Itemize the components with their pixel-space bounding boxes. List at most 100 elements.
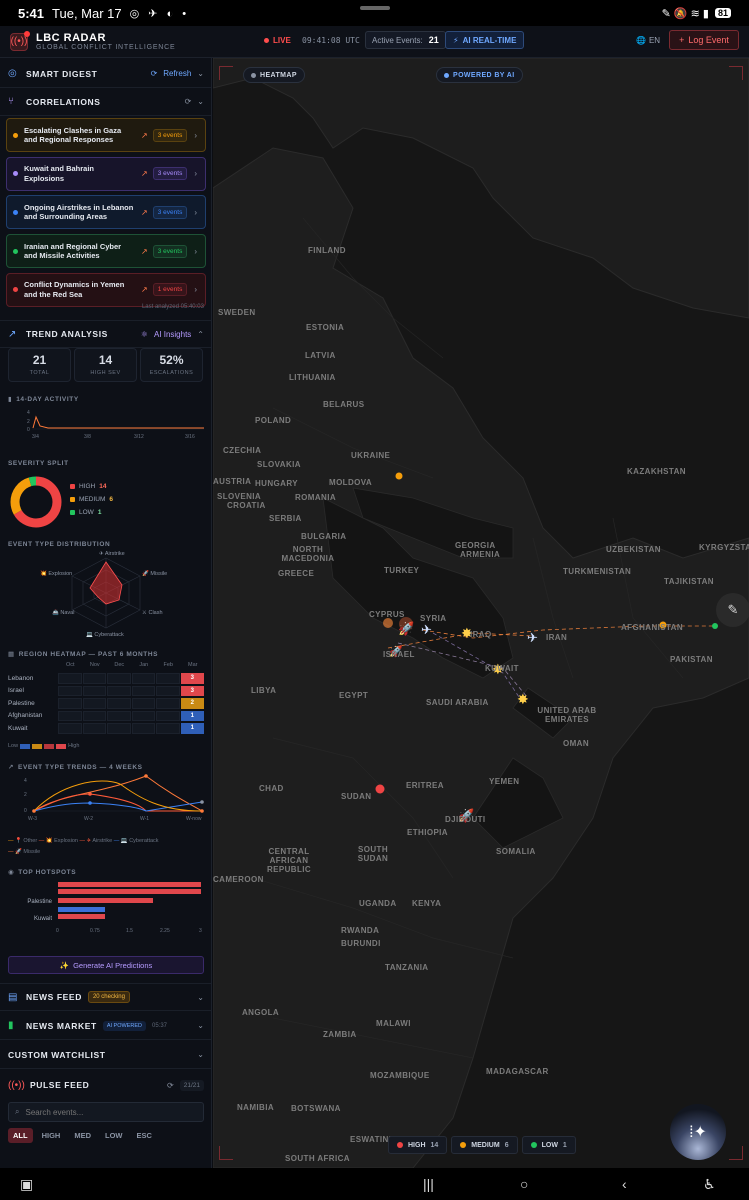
radar-label-explosion: 💥 Explosion <box>40 570 72 577</box>
accessibility-icon[interactable]: ♿ <box>703 1175 716 1192</box>
chevron-down-icon[interactable]: ⌄ <box>197 97 204 106</box>
trend-x-tick: W-now <box>186 816 202 822</box>
trend-up-icon: ↗ <box>141 130 148 140</box>
heatmap-dot-icon <box>251 72 256 78</box>
screen-cast-icon[interactable]: ▣ <box>20 1175 34 1192</box>
trend-analysis-title: TREND ANALYSIS <box>26 329 108 339</box>
trend-analysis-header[interactable]: ↗ TREND ANALYSIS ⚛ AI Insights ⌃ <box>0 320 211 348</box>
watchlist-title: CUSTOM WATCHLIST <box>8 1049 106 1060</box>
country-label: TANZANIA <box>385 963 429 972</box>
news-feed-header[interactable]: ▤ NEWS FEED 20 checking ⌄ <box>0 983 211 1011</box>
heatmap-month: Nov <box>89 662 100 668</box>
country-label: GREECE <box>278 569 315 578</box>
activity-y-tick: 2 <box>27 419 30 425</box>
event-type-label: EVENT TYPE DISTRIBUTION <box>8 541 111 548</box>
language-selector[interactable]: 🌐 EN <box>636 36 660 45</box>
filter-low[interactable]: LOW <box>105 1131 123 1140</box>
activity-label: ▮ 14-DAY ACTIVITY <box>8 395 79 404</box>
clock-time: 09:41:08 <box>302 36 341 45</box>
country-label: UZBEKISTAN <box>606 545 661 554</box>
trend-line-airstrike <box>33 801 203 812</box>
legend-swatch <box>70 510 75 515</box>
country-label: BELARUS <box>323 400 365 409</box>
chevron-up-icon[interactable]: ⌃ <box>197 329 204 339</box>
map-legend-high[interactable]: HIGH 14 <box>388 1136 448 1154</box>
correlation-title: Iranian and Regional Cyber and Missile A… <box>24 241 122 261</box>
market-bars-icon: ▮ <box>8 1020 14 1031</box>
filter-high[interactable]: HIGH <box>41 1131 61 1140</box>
event-trends-label: ↗ EVENT TYPE TRENDS — 4 WEEKS <box>8 763 143 772</box>
country-label: NORTH MACEDONIA <box>281 545 335 563</box>
correlation-card[interactable]: Escalating Clashes in Gaza and Regional … <box>6 118 206 152</box>
legend-swatch <box>70 484 75 489</box>
ai-realtime-button[interactable]: ⚡ AI REAL-TIME <box>445 31 525 49</box>
news-market-header[interactable]: ▮ NEWS MARKET AI POWERED 05:37 ⌄ <box>0 1012 211 1040</box>
log-event-button[interactable]: + Log Event <box>669 30 739 50</box>
chevron-down-icon[interactable]: ⌄ <box>197 69 204 78</box>
ai-assistant-button[interactable]: ⁞✦ <box>670 1104 726 1160</box>
heatmap-month: Dec <box>114 662 125 668</box>
correlation-count-badge: 3 events <box>152 128 188 142</box>
refresh-icon[interactable]: ⟳ <box>184 97 192 106</box>
chevron-down-icon[interactable]: ⌄ <box>197 1021 204 1030</box>
generate-predictions-button[interactable]: ✨ Generate AI Predictions <box>8 956 204 974</box>
country-label: SLOVAKIA <box>257 460 301 469</box>
event-marker-glow <box>399 617 413 631</box>
hotspots-title: TOP HOTSPOTS <box>18 868 77 876</box>
smart-digest-header[interactable]: ◎ SMART DIGEST ⟳ Refresh ⌄ <box>0 60 211 88</box>
chevron-down-icon[interactable]: ⌄ <box>197 992 204 1002</box>
ai-insights-button[interactable]: AI Insights <box>153 329 192 339</box>
country-label: LITHUANIA <box>289 373 336 382</box>
country-label: LATVIA <box>305 351 336 360</box>
correlation-path <box>432 632 524 704</box>
live-dot-icon <box>264 38 269 43</box>
language-label: EN <box>648 36 661 45</box>
country-label: IRAQ <box>470 630 492 639</box>
legend-label: Airstrike <box>92 838 113 844</box>
window-drag-handle[interactable] <box>360 6 390 10</box>
heatmap-cell <box>58 698 82 709</box>
hotspot-label: Kuwait <box>34 916 52 922</box>
chevron-right-icon: › <box>194 285 197 295</box>
filter-all[interactable]: ALL <box>8 1128 33 1143</box>
refresh-icon[interactable]: ⟳ <box>167 1080 174 1090</box>
hotspot-bar <box>58 889 201 894</box>
filter-esc[interactable]: ESC <box>136 1131 152 1140</box>
heatmap-toggle[interactable]: HEATMAP <box>243 67 305 83</box>
recent-apps-button[interactable]: ||| <box>423 1176 434 1192</box>
map-legend-low[interactable]: LOW 1 <box>521 1136 576 1154</box>
event-search-box[interactable]: ⌕ <box>8 1102 204 1122</box>
event-search-input[interactable] <box>25 1107 186 1117</box>
trend-icon: ↗ <box>8 764 15 771</box>
active-events-label: Active Events: <box>372 35 423 45</box>
correlation-count-badge: 3 events <box>152 244 188 258</box>
country-label: GEORGIA <box>455 541 496 550</box>
activity-x-tick: 3/4 <box>32 434 39 440</box>
correlations-header[interactable]: ⑂ CORRELATIONS ⟳ ⌄ <box>0 88 211 116</box>
home-button[interactable]: ○ <box>520 1176 529 1192</box>
watchlist-header[interactable]: CUSTOM WATCHLIST ⌄ <box>0 1041 211 1069</box>
event-trends-legend: — 📍 Other — 💥 Explosion — ✈ Airstrike — … <box>8 836 204 858</box>
map-legend-medium[interactable]: MEDIUM 6 <box>451 1136 518 1154</box>
conflict-map[interactable]: 🚀 🚀 ✈ ✈ ✸ ✸ ✸ 🚀 FINLAND SWEDEN ESTONIA LATV… <box>213 58 749 1168</box>
heatmap-cell: 3 <box>180 673 204 684</box>
back-button[interactable]: ‹ <box>622 1176 627 1192</box>
chevron-down-icon[interactable]: ⌄ <box>197 1050 204 1059</box>
smart-digest-refresh-button[interactable]: Refresh <box>163 69 192 78</box>
correlation-path <box>422 625 717 639</box>
heatmap-cell <box>107 710 131 721</box>
activity-x-tick: 3/16 <box>185 434 195 440</box>
pulse-feed-header[interactable]: ((•)) PULSE FEED ⟳ 21/21 <box>0 1071 211 1099</box>
correlation-card[interactable]: Kuwait and Bahrain Explosions ↗ 3 events › <box>6 156 206 191</box>
hotspot-x-tick: 1.5 <box>126 928 133 934</box>
correlation-card[interactable]: Iranian and Regional Cyber and Missile A… <box>6 234 206 269</box>
correlation-card[interactable]: Conflict Dynamics in Yemen and the Red S… <box>6 272 206 307</box>
correlation-card[interactable]: Ongoing Airstrikes in Lebanon and Surrou… <box>6 195 206 230</box>
filter-med[interactable]: MED <box>74 1131 92 1140</box>
sidebar: ◎ SMART DIGEST ⟳ Refresh ⌄ ⑂ CORRELATIONS … <box>0 58 212 1168</box>
status-notification-icons: ◎ ✈ ◐ • <box>129 7 190 20</box>
edit-pencil-button[interactable]: ✎ <box>716 593 749 627</box>
heatmap-low-label: Low <box>8 743 19 749</box>
trend-up-icon: ↗ <box>141 169 148 179</box>
country-label: SOUTH SUDAN <box>357 845 389 863</box>
